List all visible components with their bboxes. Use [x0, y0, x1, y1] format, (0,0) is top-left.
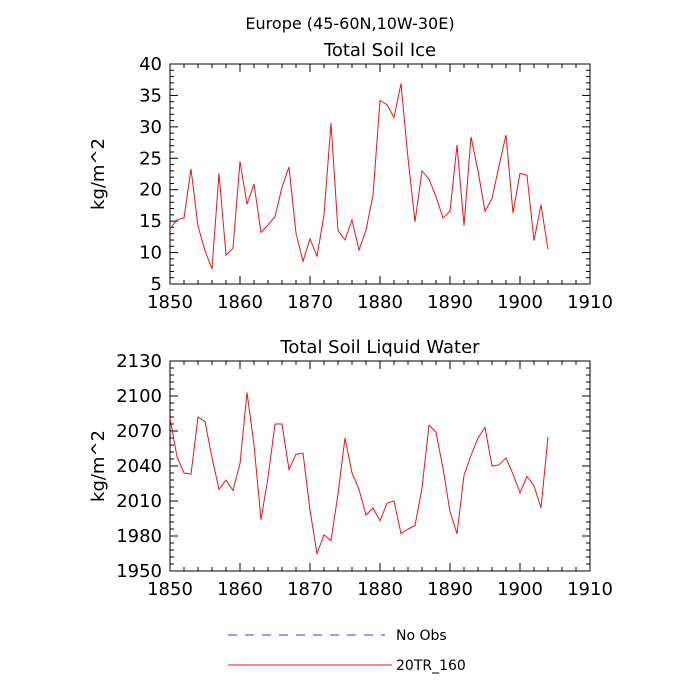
x-tick-label: 1910 — [567, 292, 613, 313]
x-tick-label: 1870 — [287, 292, 333, 313]
x-tick-label: 1890 — [427, 292, 473, 313]
plot-frame — [169, 63, 591, 285]
legend-label-no-obs: No Obs — [396, 628, 447, 644]
series-line-soil-ice — [169, 83, 549, 270]
y-tick-label: 10 — [139, 243, 162, 264]
x-tick-label: 1870 — [287, 579, 333, 600]
y-axis-label: kg/m^2 — [88, 430, 109, 502]
y-tick-label: 2070 — [116, 421, 162, 442]
chart-title: Total Soil Liquid Water — [279, 337, 480, 358]
y-tick-label: 5 — [151, 274, 162, 295]
y-tick-label: 1980 — [116, 526, 162, 547]
x-tick-label: 1850 — [147, 292, 193, 313]
legend-label-20tr-160: 20TR_160 — [396, 658, 466, 674]
y-tick-label: 2130 — [116, 351, 162, 372]
y-tick-label: 20 — [139, 180, 162, 201]
panel-total-soil-ice: Total Soil Ice kg/m^2 1850 1860 1870 1880 1890… — [88, 40, 613, 313]
x-tick-label: 1880 — [357, 579, 403, 600]
y-tick-label: 25 — [139, 148, 162, 169]
plot-frame — [169, 360, 591, 572]
x-tick-label: 1890 — [427, 579, 473, 600]
panel-total-soil-liquid-water: Total Soil Liquid Water kg/m^2 1850 1860 187… — [88, 337, 613, 600]
x-tick-label: 1860 — [217, 579, 263, 600]
series-line-soil-liquid-water — [169, 392, 549, 556]
y-tick-label: 35 — [139, 85, 162, 106]
y-axis-label: kg/m^2 — [88, 138, 109, 210]
x-tick-label: 1880 — [357, 292, 403, 313]
y-tick-label: 30 — [139, 117, 162, 138]
legend: No Obs 20TR_160 — [228, 628, 466, 674]
y-tick-label: 2100 — [116, 386, 162, 407]
figure-title: Europe (45-60N,10W-30E) — [245, 14, 454, 33]
x-tick-label: 1860 — [217, 292, 263, 313]
x-tick-label: 1900 — [497, 579, 543, 600]
y-tick-label: 40 — [139, 54, 162, 75]
x-tick-label: 1850 — [147, 579, 193, 600]
y-tick-label: 2040 — [116, 456, 162, 477]
y-tick-label: 1950 — [116, 561, 162, 582]
y-tick-label: 15 — [139, 211, 162, 232]
x-tick-label: 1910 — [567, 579, 613, 600]
chart-title: Total Soil Ice — [323, 40, 436, 61]
y-tick-label: 2010 — [116, 491, 162, 512]
x-tick-label: 1900 — [497, 292, 543, 313]
